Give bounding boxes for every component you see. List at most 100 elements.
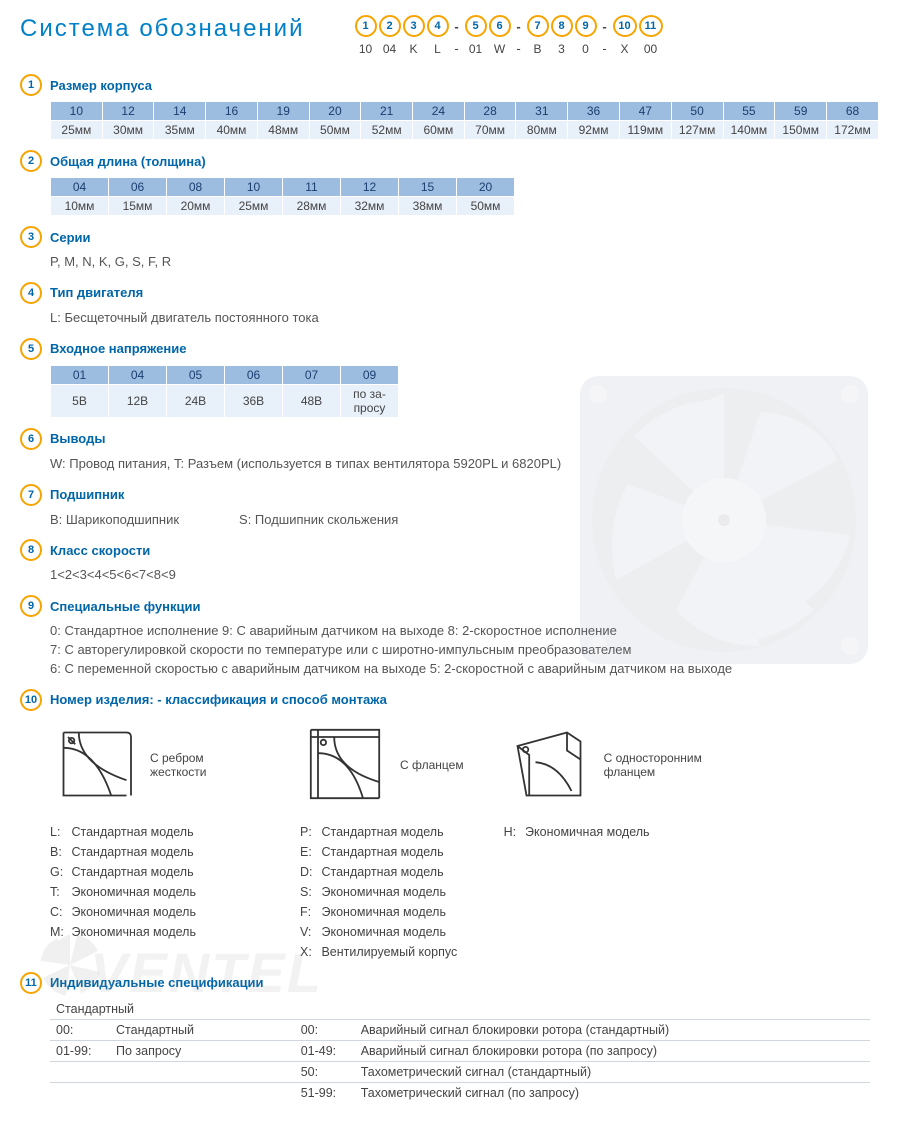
legend-value: K: [403, 42, 425, 56]
legend-value: W: [489, 42, 511, 56]
section-1: 1Размер корпуса1012141619202124283136475…: [20, 74, 879, 140]
table-cell: 05: [167, 365, 225, 384]
spec-val: По запросу: [110, 1040, 255, 1061]
table-cell: 68: [827, 102, 879, 121]
table-cell: 35мм: [154, 121, 206, 140]
section-10: 10 Номер изделия: - классификация и спосо…: [20, 689, 879, 962]
mount-diagram-single: [504, 719, 594, 812]
table-cell: 09: [341, 365, 399, 384]
table-cell: 119мм: [619, 121, 671, 140]
table-cell: 28мм: [283, 197, 341, 216]
code-legend: 1234-56-789-1011 1004KL-01W-B30-X00: [355, 15, 663, 56]
table-cell: 12: [341, 178, 399, 197]
table-cell: 59: [775, 102, 827, 121]
spec-key: 00:: [50, 1019, 110, 1040]
section-title: Серии: [50, 230, 91, 245]
mount-item: H: Экономичная модель: [504, 822, 714, 842]
section-5: 5 Входное напряжение 0104050607095В12В24В3…: [20, 338, 879, 418]
table-cell: 38мм: [399, 197, 457, 216]
table-cell: 36В: [225, 384, 283, 417]
legend-position-3: 3: [403, 15, 425, 37]
table-cell: 55: [723, 102, 775, 121]
spec-val: Аварийный сигнал блокировки ротора (стан…: [355, 1019, 870, 1040]
table-cell: 150мм: [775, 121, 827, 140]
legend-position-11: 11: [639, 15, 663, 37]
section-2: 2Общая длина (толщина)040608101112152010…: [20, 150, 879, 216]
table-cell: 52мм: [361, 121, 413, 140]
section-line: 0: Стандартное исполнение 9: С аварийным…: [50, 622, 879, 641]
section-title: Входное напряжение: [50, 341, 186, 356]
section-number-badge: 11: [20, 972, 42, 994]
table-cell: 04: [51, 178, 109, 197]
section-title: Размер корпуса: [50, 78, 152, 93]
legend-value: 00: [639, 42, 663, 56]
mount-item: X: Вентилируемый корпус: [300, 942, 464, 962]
section-text: L: Бесщеточный двигатель постоянного ток…: [50, 309, 879, 328]
table-cell: 40мм: [206, 121, 258, 140]
section-number-badge: 10: [20, 689, 42, 711]
legend-value: X: [613, 42, 637, 56]
spec-key: [50, 1082, 110, 1103]
table-cell: 48В: [283, 384, 341, 417]
mount-item: B: Стандартная модель: [50, 842, 260, 862]
table-cell: 11: [283, 178, 341, 197]
section-title: Выводы: [50, 431, 105, 446]
table-cell: 127мм: [671, 121, 723, 140]
code-table: 040608101112152010мм15мм20мм25мм28мм32мм…: [50, 177, 515, 216]
legend-position-5: 5: [465, 15, 487, 37]
text-col: S: Подшипник скольжения: [239, 512, 398, 527]
code-table: 0104050607095В12В24В36В48Впо за-просу: [50, 365, 399, 418]
section-number-badge: 1: [20, 74, 42, 96]
table-cell: 15: [399, 178, 457, 197]
mount-item: S: Экономичная модель: [300, 882, 464, 902]
section-8: 8Класс скорости1<2<3<4<5<6<7<8<9: [20, 539, 879, 585]
spec-header: Стандартный: [50, 999, 355, 1020]
table-cell: 14: [154, 102, 206, 121]
section-title: Тип двигателя: [50, 285, 143, 300]
section-title: Индивидуальные спецификации: [50, 975, 264, 990]
table-cell: 10мм: [51, 197, 109, 216]
spec-key: [50, 1061, 110, 1082]
section-6: 6ВыводыW: Провод питания, T: Разъем (исп…: [20, 428, 879, 474]
section-number-badge: 7: [20, 484, 42, 506]
table-cell: 70мм: [464, 121, 516, 140]
section-11: 11 Индивидуальные спецификации Стандартный…: [20, 972, 879, 1103]
table-cell: 50мм: [457, 197, 515, 216]
section-4: 4 Тип двигателя L: Бесщеточный двигатель п…: [20, 282, 879, 328]
legend-value: 01: [465, 42, 487, 56]
table-cell: 50: [671, 102, 723, 121]
table-cell: 48мм: [257, 121, 309, 140]
spec-key: 51-99:: [295, 1082, 355, 1103]
mount-diagram-rib: [50, 719, 140, 812]
table-cell: 80мм: [516, 121, 568, 140]
mount-caption: С фланцем: [400, 758, 464, 772]
legend-position-7: 7: [527, 15, 549, 37]
mount-item: T: Экономичная модель: [50, 882, 260, 902]
mount-item: E: Стандартная модель: [300, 842, 464, 862]
mount-item: G: Стандартная модель: [50, 862, 260, 882]
table-cell: 04: [109, 365, 167, 384]
table-cell: 16: [206, 102, 258, 121]
section-title: Специальные функции: [50, 599, 201, 614]
table-cell: 25мм: [225, 197, 283, 216]
section-number-badge: 5: [20, 338, 42, 360]
mount-caption: С односторонним фланцем: [604, 751, 714, 779]
section-number-badge: 4: [20, 282, 42, 304]
mount-diagram-flange: [300, 719, 390, 812]
mount-item: M: Экономичная модель: [50, 922, 260, 942]
table-cell: 10: [51, 102, 103, 121]
spec-val: [110, 1061, 255, 1082]
table-cell: 20: [457, 178, 515, 197]
spec-val: Стандартный: [110, 1019, 255, 1040]
table-cell: 50мм: [309, 121, 361, 140]
section-line: 6: С переменной скоростью с аварийным да…: [50, 660, 879, 679]
section-number-badge: 9: [20, 595, 42, 617]
section-9: 9 Специальные функции 0: Стандартное испол…: [20, 595, 879, 679]
table-cell: 25мм: [51, 121, 103, 140]
mount-column: С ребром жесткостиL: Стандартная модельB…: [50, 719, 260, 962]
table-cell: 21: [361, 102, 413, 121]
section-title: Номер изделия: - классификация и способ …: [50, 692, 387, 707]
page-title: Система обозначений: [20, 15, 305, 43]
section-number-badge: 2: [20, 150, 42, 172]
spec-key: 50:: [295, 1061, 355, 1082]
